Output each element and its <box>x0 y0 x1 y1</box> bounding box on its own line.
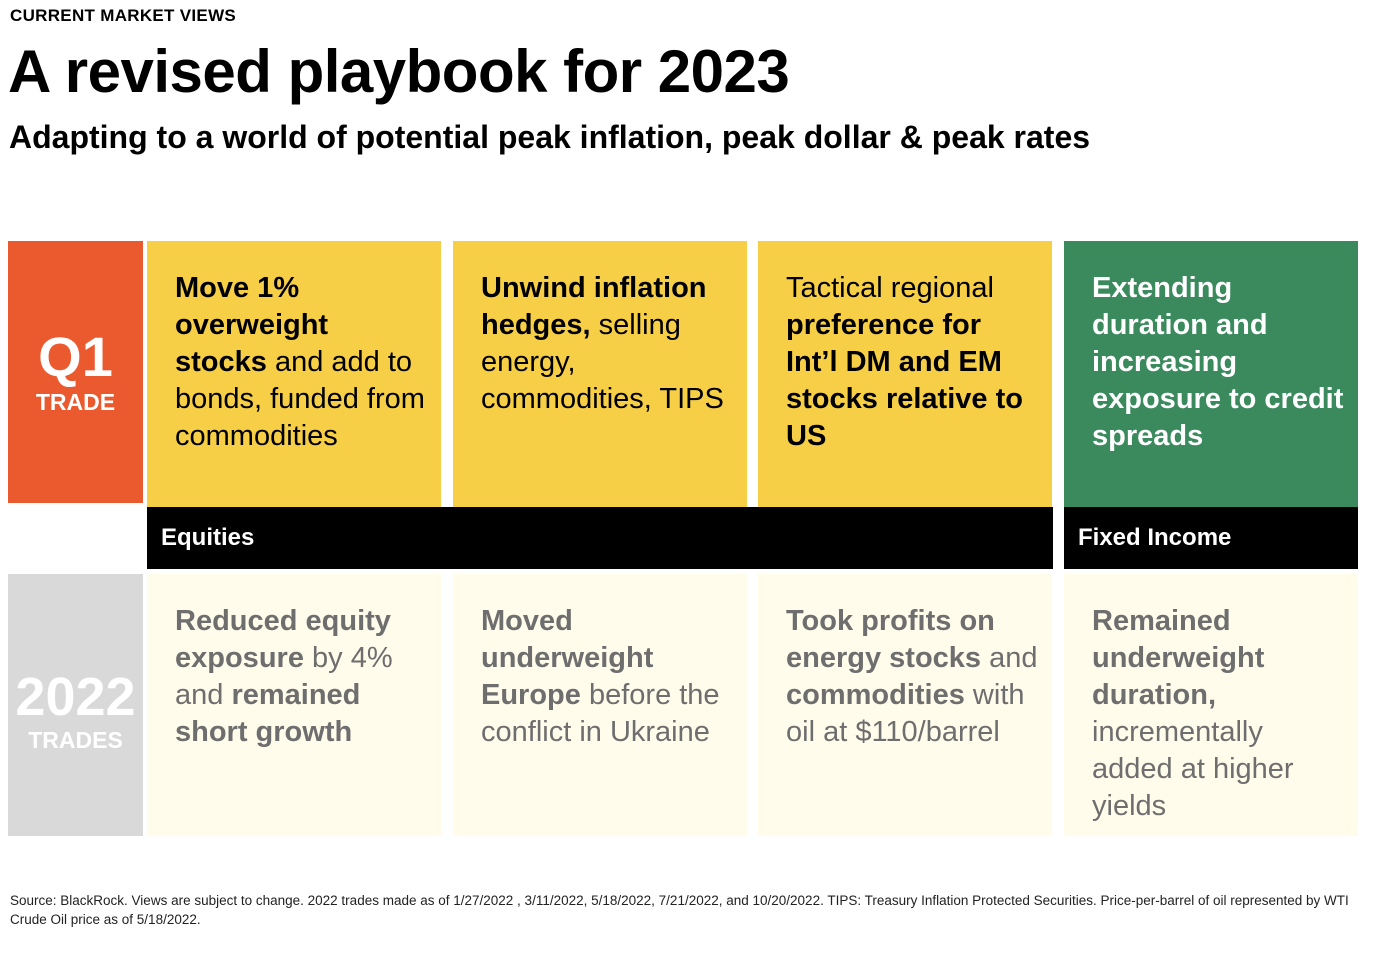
source-footnote: Source: BlackRock. Views are subject to … <box>10 893 1349 927</box>
q1-card-regional: Tactical regional preference for Int’l D… <box>758 241 1052 507</box>
trades-card-1-bold-2: remained short growth <box>175 679 361 748</box>
q1-card-4-bold: Extending duration and increasing exposu… <box>1092 272 1344 452</box>
equities-band-label: Equities <box>161 524 255 551</box>
q1-card-inflation-hedges: Unwind inflation hedges, selling energy,… <box>453 241 747 507</box>
equities-band: Equities <box>147 507 1053 569</box>
q1-card-stocks: Move 1% overweight stocks and add to bon… <box>147 241 441 507</box>
q1-label-big: Q1 <box>38 325 113 388</box>
trades-card-3-bold-2: commodities <box>786 679 965 711</box>
q1-card-2-bold: Unwind inflation hedges, <box>481 272 707 341</box>
trades-2022-label: 2022 TRADES <box>8 574 143 836</box>
page-title: A revised playbook for 2023 <box>8 38 790 105</box>
trades-card-3-bold: Took profits on energy stocks <box>786 605 995 674</box>
q1-trade-label: Q1 TRADE <box>8 241 143 503</box>
page-subtitle: Adapting to a world of potential peak in… <box>9 119 1091 155</box>
fixed-income-band-label: Fixed Income <box>1078 524 1232 551</box>
trades-label-small: TRADES <box>28 727 123 753</box>
trades-card-equity: Reduced equity exposure by 4% and remain… <box>147 574 441 836</box>
fixed-income-band: Fixed Income <box>1064 507 1358 569</box>
trades-card-4-text: incrementally added at higher yields <box>1092 716 1294 822</box>
trades-card-1-text: by 4% and <box>175 642 393 711</box>
trades-card-2-text: before the conflict in Ukraine <box>481 679 720 748</box>
q1-card-2-text: selling energy, commodities, TIPS <box>481 309 724 415</box>
trades-label-big: 2022 <box>15 667 136 727</box>
trades-card-1-bold: Reduced equity exposure <box>175 605 391 674</box>
trades-card-2-bold: Moved underweight Europe <box>481 605 654 711</box>
trades-card-3-text: and <box>981 642 1038 674</box>
q1-card-1-text: and add to bonds, funded from commoditie… <box>175 346 425 452</box>
trades-card-4-bold: Remained underweight duration, <box>1092 605 1265 711</box>
trades-card-energy: Took profits on energy stocks and commod… <box>758 574 1052 836</box>
eyebrow-label: CURRENT MARKET VIEWS <box>10 6 237 25</box>
trades-card-europe: Moved underweight Europe before the conf… <box>453 574 747 836</box>
q1-card-1-bold: Move 1% overweight stocks <box>175 272 329 378</box>
q1-label-small: TRADE <box>35 389 116 415</box>
q1-card-3-text: Tactical regional <box>786 272 994 304</box>
q1-card-duration: Extending duration and increasing exposu… <box>1064 241 1358 507</box>
trades-card-duration: Remained underweight duration, increment… <box>1064 574 1358 836</box>
q1-card-3-bold: preference for Int’l DM and EM stocks re… <box>786 309 1023 452</box>
trades-card-3-text-2: with oil at $110/barrel <box>786 679 1025 748</box>
